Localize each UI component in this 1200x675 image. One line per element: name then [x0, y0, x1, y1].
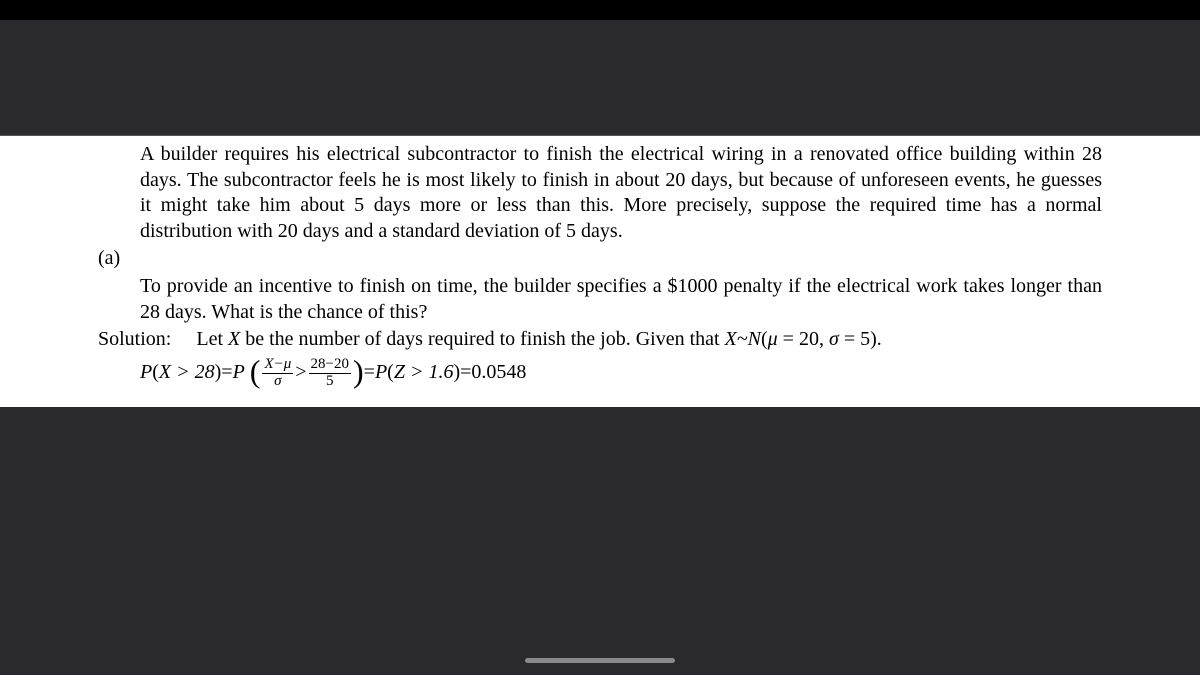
p-symbol-1: P	[140, 360, 152, 386]
frac1-denominator: σ	[272, 374, 283, 390]
problem-statement: A builder requires his electrical subcon…	[140, 142, 1102, 244]
fraction-2: 28−20 5	[309, 357, 351, 390]
fraction-1: X−μ σ	[262, 357, 293, 390]
equals-2: =	[364, 360, 375, 386]
solution-label: Solution:	[98, 328, 171, 350]
part-a-question: To provide an incentive to finish on tim…	[140, 274, 1102, 325]
probability-formula: P(X > 28) = P ( X−μ σ > 28−20 5 ) = P(Z …	[140, 357, 1102, 390]
equals-1: =	[221, 360, 232, 386]
document-page: A builder requires his electrical subcon…	[0, 136, 1200, 407]
solution-text-2: be the number of days required to finish…	[240, 328, 724, 350]
solution-text-1: Let	[196, 328, 228, 350]
sigma-value: 5	[860, 328, 870, 350]
mu-symbol: μ	[768, 328, 778, 350]
lhs-inner: X > 28	[159, 360, 215, 386]
p-symbol-3: P	[375, 360, 387, 386]
frac2-denominator: 5	[324, 374, 336, 390]
result-value: 0.0548	[471, 360, 526, 386]
frac1-numerator: X−μ	[262, 357, 293, 374]
frac2-numerator: 28−20	[309, 357, 351, 374]
equals-3: =	[460, 360, 471, 386]
home-indicator[interactable]	[525, 658, 675, 663]
dark-background-gap	[0, 20, 1200, 135]
status-bar	[0, 0, 1200, 20]
solution-variable-x: X	[228, 328, 240, 350]
solution-line: Solution: Let X be the number of days re…	[98, 327, 1102, 353]
distribution: X~N	[725, 328, 761, 350]
p-symbol-2: P	[233, 360, 245, 386]
part-a-label: (a)	[98, 246, 1102, 272]
mu-value: 20	[799, 328, 819, 350]
gt-symbol: >	[295, 360, 306, 386]
sigma-symbol: σ	[829, 328, 839, 350]
z-inner: Z > 1.6	[394, 360, 454, 386]
